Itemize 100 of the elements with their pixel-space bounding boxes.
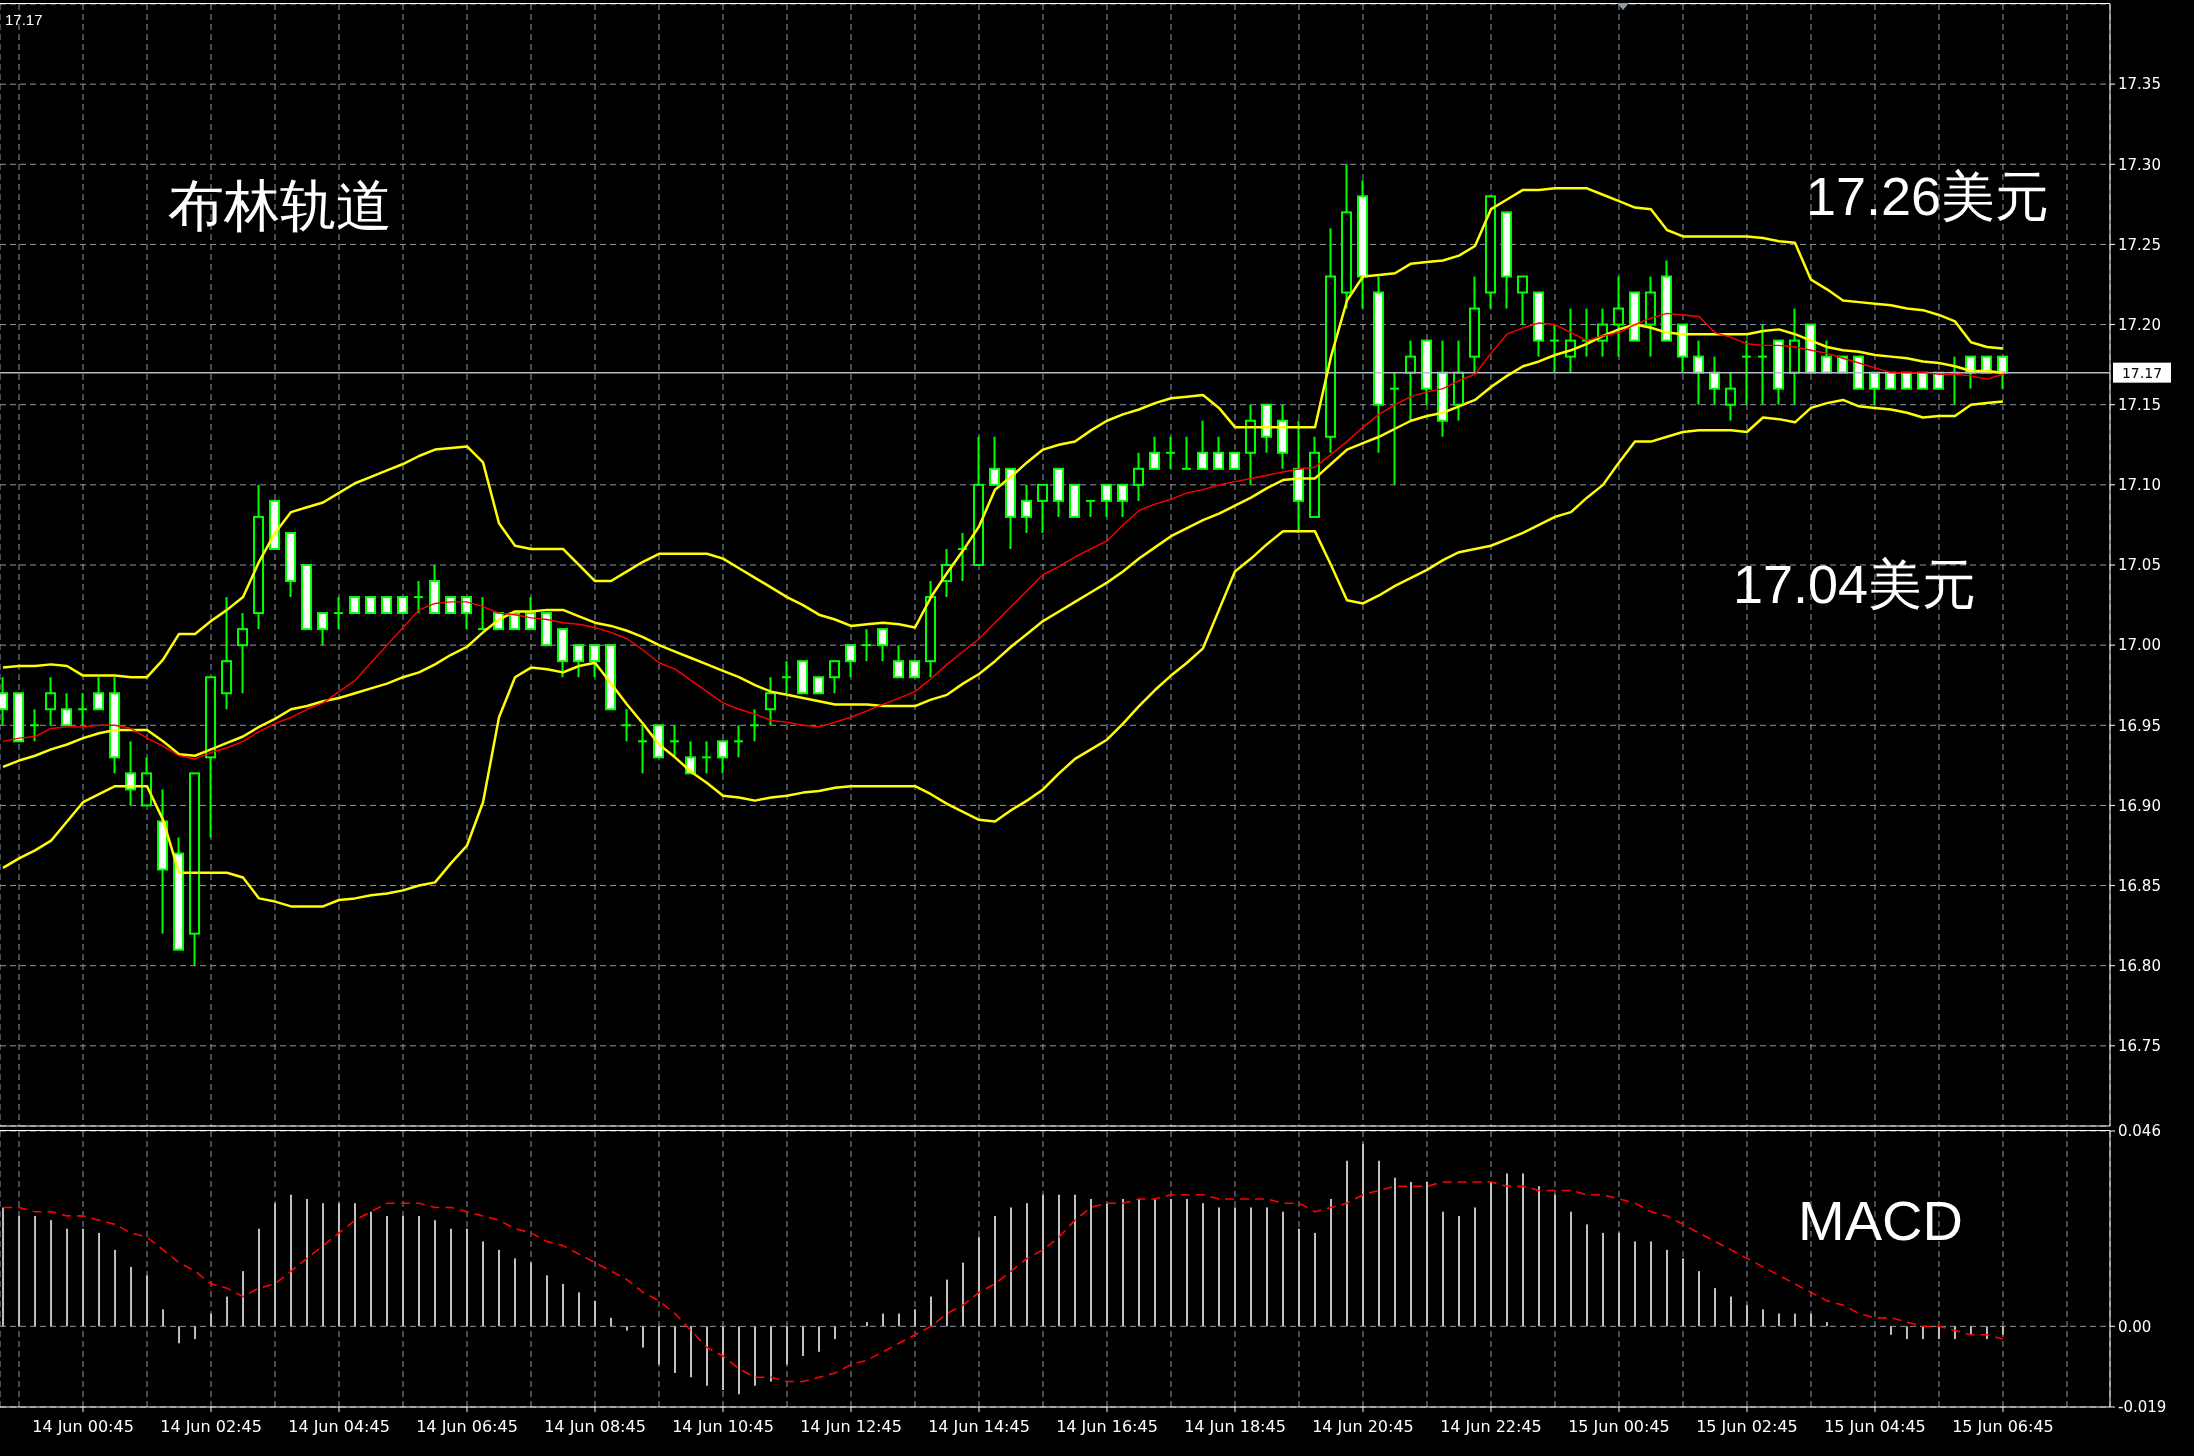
bar <box>66 1228 69 1327</box>
ref-line-label: 17.17 <box>2121 364 2163 381</box>
bar <box>1186 1198 1188 1327</box>
bar <box>1521 1173 1524 1327</box>
bar <box>1601 1232 1604 1327</box>
bar <box>722 1326 725 1391</box>
bar <box>1633 1241 1636 1327</box>
candlestick <box>1101 483 1112 518</box>
candlestick <box>877 628 889 663</box>
candlestick <box>1388 371 1400 486</box>
bar <box>482 1241 485 1327</box>
bar <box>1505 1173 1508 1327</box>
bar <box>1761 1309 1764 1327</box>
candlestick <box>125 740 137 807</box>
candlestick <box>989 435 1000 486</box>
candlestick <box>1548 323 1560 374</box>
bar <box>866 1322 869 1327</box>
line-series <box>1 398 2005 908</box>
bar <box>946 1279 948 1327</box>
candlestick <box>861 628 873 663</box>
bar <box>1793 1313 1796 1327</box>
y-tick-label: 16.90 <box>2118 796 2161 815</box>
candlestick <box>749 708 761 743</box>
y-tick-label: 0.046 <box>2118 1122 2161 1141</box>
bar <box>834 1326 837 1340</box>
bar <box>1553 1194 1556 1327</box>
candlestick <box>1740 339 1752 406</box>
x-tick-label: 14 Jun 16:45 <box>1056 1416 1158 1436</box>
bar <box>306 1198 309 1327</box>
bar <box>1585 1224 1588 1327</box>
candlestick <box>1756 323 1768 406</box>
bar <box>1681 1258 1684 1327</box>
x-tick-label: 15 Jun 06:45 <box>1952 1416 2054 1436</box>
bar <box>18 1215 21 1327</box>
bar <box>1106 1203 1108 1327</box>
bar <box>1473 1207 1476 1327</box>
candlestick <box>1181 435 1192 470</box>
x-tick-label: 14 Jun 14:45 <box>928 1416 1030 1436</box>
bar <box>274 1203 277 1327</box>
bar <box>674 1326 677 1374</box>
bar <box>514 1258 517 1327</box>
candlestick <box>781 660 793 695</box>
bar <box>450 1228 453 1327</box>
candlestick <box>413 580 425 615</box>
bar <box>2001 1326 2004 1335</box>
x-tick-label: 14 Jun 22:45 <box>1440 1416 1542 1436</box>
bar <box>1745 1305 1748 1327</box>
candlestick <box>717 740 729 775</box>
bar <box>146 1275 149 1327</box>
bar <box>354 1203 357 1327</box>
bar <box>322 1203 325 1327</box>
bar <box>162 1309 165 1327</box>
bar <box>258 1228 261 1327</box>
y-tick-label: 16.95 <box>2118 716 2161 735</box>
x-tick-label: 14 Jun 08:45 <box>544 1416 646 1436</box>
candlestick <box>829 660 841 695</box>
candlestick <box>461 596 473 631</box>
candlestick <box>893 644 905 679</box>
x-tick-label: 14 Jun 06:45 <box>416 1416 518 1436</box>
bar <box>1905 1326 1908 1340</box>
y-tick-label: 17.15 <box>2118 396 2161 415</box>
bar <box>642 1326 645 1348</box>
x-tick-label: 15 Jun 04:45 <box>1824 1416 1926 1436</box>
x-tick-label: 14 Jun 00:45 <box>32 1416 134 1436</box>
candlestick <box>589 644 601 679</box>
annotation: MACD <box>1798 1189 1963 1252</box>
candlestick <box>29 708 41 743</box>
bar <box>738 1326 741 1395</box>
candlestick <box>1196 419 1208 470</box>
y-tick-label: 17.25 <box>2118 235 2161 254</box>
bar <box>178 1326 181 1344</box>
bar <box>1154 1198 1156 1327</box>
bar <box>786 1326 789 1365</box>
bar <box>1457 1215 1460 1327</box>
bar <box>1697 1271 1700 1327</box>
candlestick <box>1724 371 1736 422</box>
candlestick <box>45 676 57 727</box>
bar <box>34 1215 37 1327</box>
bar <box>706 1326 709 1386</box>
bar <box>386 1215 389 1327</box>
bar <box>50 1220 53 1327</box>
y-tick-label: 17.00 <box>2118 636 2161 655</box>
candlestick <box>765 676 777 727</box>
candlestick <box>1037 483 1048 534</box>
candlestick <box>93 676 105 711</box>
line-series <box>2 1181 2004 1383</box>
bar <box>1138 1198 1140 1327</box>
candlestick <box>845 644 857 679</box>
candlestick <box>669 724 681 759</box>
candlestick <box>1165 435 1176 470</box>
y-tick-label: 17.20 <box>2118 315 2161 334</box>
bar <box>242 1271 245 1327</box>
x-tick-label: 14 Jun 04:45 <box>288 1416 390 1436</box>
bar <box>1777 1313 1780 1327</box>
annotation: 布林轨道 <box>168 174 392 237</box>
bar <box>1201 1203 1204 1327</box>
candlestick <box>1085 499 1096 518</box>
bar <box>1058 1194 1060 1327</box>
bar <box>930 1296 933 1327</box>
candlestick <box>637 724 649 775</box>
